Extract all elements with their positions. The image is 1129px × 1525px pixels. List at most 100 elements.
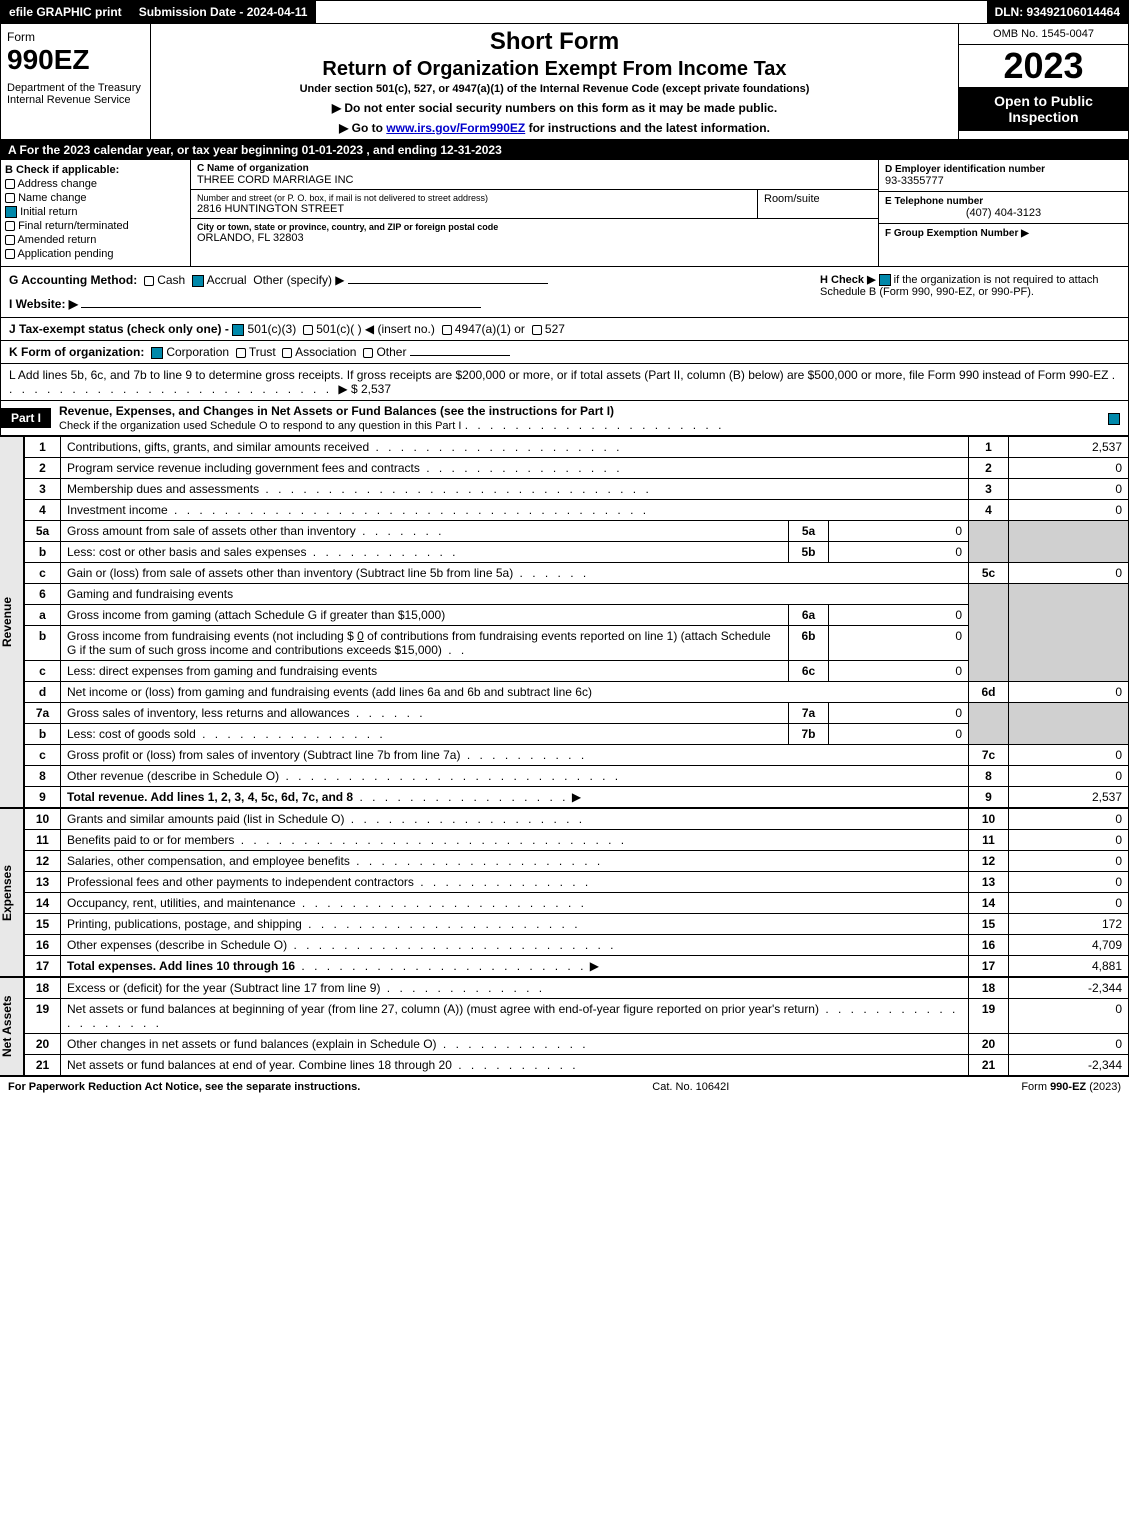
revenue-table: 1Contributions, gifts, grants, and simil…: [24, 436, 1129, 808]
org-name: THREE CORD MARRIAGE INC: [197, 174, 872, 186]
netassets-table: 18Excess or (deficit) for the year (Subt…: [24, 977, 1129, 1076]
line-17: 17Total expenses. Add lines 10 through 1…: [25, 956, 1129, 977]
box-b-title: B Check if applicable:: [5, 164, 186, 176]
instruction-goto: ▶ Go to www.irs.gov/Form990EZ for instru…: [155, 121, 954, 135]
line-8: 8Other revenue (describe in Schedule O) …: [25, 766, 1129, 787]
footer-right: Form 990-EZ (2023): [1021, 1081, 1121, 1093]
line-7c: cGross profit or (loss) from sales of in…: [25, 745, 1129, 766]
line-6d: dNet income or (loss) from gaming and fu…: [25, 682, 1129, 703]
website-input[interactable]: [81, 307, 481, 308]
row-l-value: 2,537: [361, 382, 391, 396]
line-6b: bGross income from fundraising events (n…: [25, 626, 1129, 661]
group-exemption-label: F Group Exemption Number ▶: [885, 228, 1122, 239]
identity-section: B Check if applicable: Address change Na…: [0, 160, 1129, 267]
line-12: 12Salaries, other compensation, and empl…: [25, 851, 1129, 872]
city-label: City or town, state or province, country…: [197, 222, 872, 232]
check-schedule-b[interactable]: [879, 274, 891, 286]
top-bar: efile GRAPHIC print Submission Date - 20…: [0, 0, 1129, 24]
instr2-pre: ▶ Go to: [339, 121, 386, 135]
check-final-return[interactable]: Final return/terminated: [5, 220, 186, 232]
room-label: Room/suite: [764, 193, 872, 205]
line-15: 15Printing, publications, postage, and s…: [25, 914, 1129, 935]
dln-label: DLN: 93492106014464: [987, 1, 1128, 23]
website-label: I Website: ▶: [9, 297, 78, 311]
header-left: Form 990EZ Department of the Treasury In…: [1, 24, 151, 139]
row-k: K Form of organization: Corporation Trus…: [0, 341, 1129, 364]
part-i-subtitle: Check if the organization used Schedule …: [59, 420, 461, 432]
check-name-change[interactable]: Name change: [5, 192, 186, 204]
row-g-h: G Accounting Method: Cash Accrual Other …: [0, 267, 1129, 318]
expenses-table: 10Grants and similar amounts paid (list …: [24, 808, 1129, 977]
row-h-label: H Check ▶: [820, 274, 876, 286]
other-specify-input[interactable]: [348, 283, 548, 284]
line-21: 21Net assets or fund balances at end of …: [25, 1055, 1129, 1076]
check-association[interactable]: [282, 348, 292, 358]
footer-left: For Paperwork Reduction Act Notice, see …: [8, 1081, 360, 1093]
box-def: D Employer identification number 93-3355…: [878, 160, 1128, 266]
street-value: 2816 HUNTINGTON STREET: [197, 203, 751, 215]
check-application-pending[interactable]: Application pending: [5, 248, 186, 260]
instruction-ssn: ▶ Do not enter social security numbers o…: [155, 101, 954, 115]
line-6a: aGross income from gaming (attach Schedu…: [25, 605, 1129, 626]
check-schedule-o[interactable]: [1108, 413, 1120, 425]
header-center: Short Form Return of Organization Exempt…: [151, 24, 958, 139]
line-5b: bLess: cost or other basis and sales exp…: [25, 542, 1129, 563]
street-label: Number and street (or P. O. box, if mail…: [197, 193, 751, 203]
check-other-org[interactable]: [363, 348, 373, 358]
check-cash[interactable]: [144, 276, 154, 286]
form-title: Return of Organization Exempt From Incom…: [155, 58, 954, 81]
form-subtitle: Under section 501(c), 527, or 4947(a)(1)…: [155, 83, 954, 95]
line-6c: cLess: direct expenses from gaming and f…: [25, 661, 1129, 682]
check-corporation[interactable]: [151, 347, 163, 359]
expenses-section: Expenses 10Grants and similar amounts pa…: [0, 808, 1129, 977]
accounting-method-label: G Accounting Method:: [9, 273, 137, 287]
check-trust[interactable]: [236, 348, 246, 358]
irs-label: Internal Revenue Service: [7, 94, 144, 106]
line-5a: 5aGross amount from sale of assets other…: [25, 521, 1129, 542]
instr2-post: for instructions and the latest informat…: [529, 121, 770, 135]
row-k-label: K Form of organization:: [9, 345, 144, 359]
part-i-header: Part I Revenue, Expenses, and Changes in…: [0, 401, 1129, 436]
line-13: 13Professional fees and other payments t…: [25, 872, 1129, 893]
line-7b: bLess: cost of goods sold . . . . . . . …: [25, 724, 1129, 745]
form-word: Form: [7, 30, 144, 44]
part-i-title: Revenue, Expenses, and Changes in Net As…: [59, 404, 614, 418]
other-org-input[interactable]: [410, 355, 510, 356]
efile-label[interactable]: efile GRAPHIC print: [1, 1, 131, 23]
row-l-arrow: ▶ $: [338, 382, 357, 396]
line-3: 3Membership dues and assessments . . . .…: [25, 479, 1129, 500]
check-527[interactable]: [532, 325, 542, 335]
line-6: 6Gaming and fundraising events: [25, 584, 1129, 605]
row-l-text: L Add lines 5b, 6c, and 7b to line 9 to …: [9, 368, 1108, 382]
netassets-section: Net Assets 18Excess or (deficit) for the…: [0, 977, 1129, 1076]
check-accrual[interactable]: [192, 275, 204, 287]
line-9: 9Total revenue. Add lines 1, 2, 3, 4, 5c…: [25, 787, 1129, 808]
check-501c[interactable]: [303, 325, 313, 335]
check-4947a1[interactable]: [442, 325, 452, 335]
irs-link[interactable]: www.irs.gov/Form990EZ: [386, 121, 525, 135]
short-form-title: Short Form: [155, 28, 954, 56]
check-initial-return[interactable]: Initial return: [5, 206, 186, 218]
row-l: L Add lines 5b, 6c, and 7b to line 9 to …: [0, 364, 1129, 401]
check-address-change[interactable]: Address change: [5, 178, 186, 190]
tax-year: 2023: [959, 45, 1128, 87]
row-j-label: J Tax-exempt status (check only one) -: [9, 322, 229, 336]
dept-label: Department of the Treasury: [7, 82, 144, 94]
phone-label: E Telephone number: [885, 196, 1122, 207]
revenue-sidebar: Revenue: [0, 436, 24, 808]
line-18: 18Excess or (deficit) for the year (Subt…: [25, 978, 1129, 999]
check-amended-return[interactable]: Amended return: [5, 234, 186, 246]
box-b: B Check if applicable: Address change Na…: [1, 160, 191, 266]
omb-number: OMB No. 1545-0047: [959, 24, 1128, 45]
ein-label: D Employer identification number: [885, 164, 1122, 175]
check-501c3[interactable]: [232, 324, 244, 336]
row-a: A For the 2023 calendar year, or tax yea…: [0, 140, 1129, 160]
org-name-label: C Name of organization: [197, 163, 872, 174]
line-4: 4Investment income . . . . . . . . . . .…: [25, 500, 1129, 521]
line-2: 2Program service revenue including gover…: [25, 458, 1129, 479]
line-16: 16Other expenses (describe in Schedule O…: [25, 935, 1129, 956]
line-7a: 7aGross sales of inventory, less returns…: [25, 703, 1129, 724]
open-public-inspection: Open to Public Inspection: [959, 87, 1128, 131]
line-5c: cGain or (loss) from sale of assets othe…: [25, 563, 1129, 584]
header-right: OMB No. 1545-0047 2023 Open to Public In…: [958, 24, 1128, 139]
